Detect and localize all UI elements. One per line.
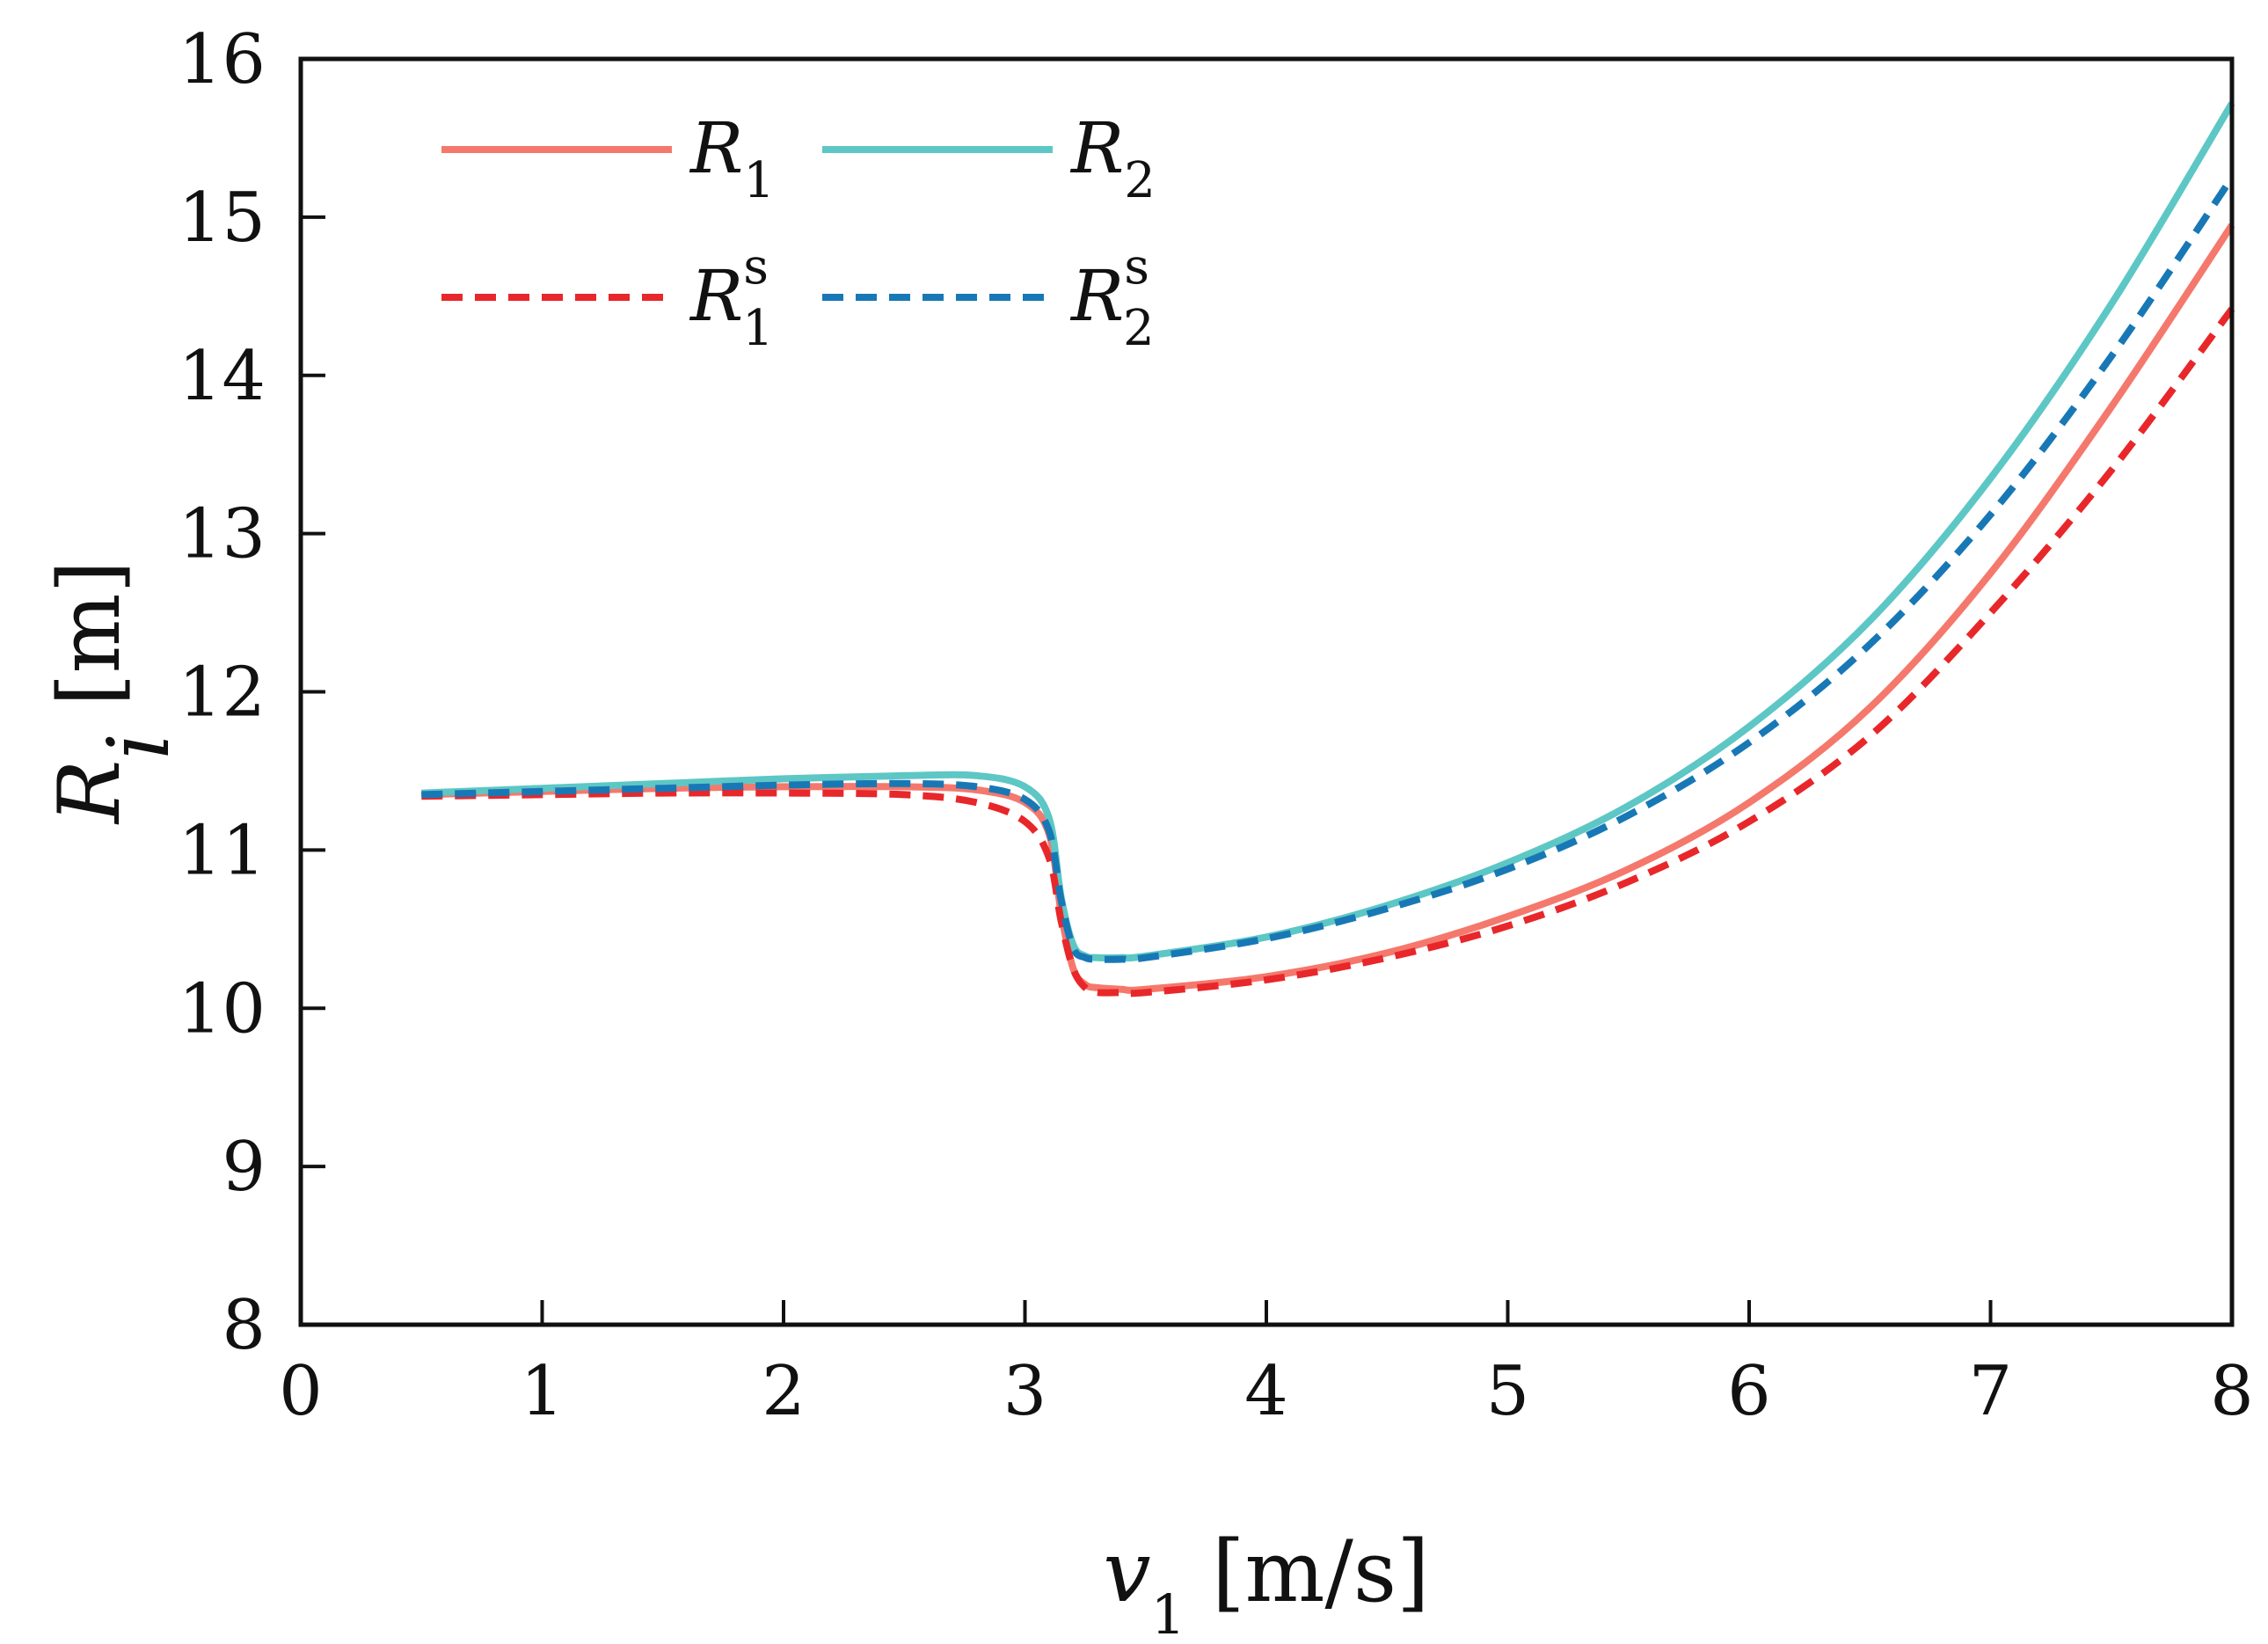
- x-tick-label: 1: [521, 1352, 565, 1431]
- series-line-r1: [421, 223, 2235, 994]
- y-axis: 8 9 10 11 12 13 14 15 16: [179, 20, 325, 1365]
- x-tick-label: 7: [1969, 1352, 2013, 1431]
- x-tick-label: 5: [1486, 1352, 1530, 1431]
- y-tick-label: 10: [179, 969, 266, 1049]
- x-tick-label: 4: [1244, 1352, 1288, 1431]
- legend-label-r2: R2: [1069, 107, 1156, 209]
- legend-label-r1: R1: [689, 107, 775, 209]
- series-layer: [421, 101, 2235, 997]
- x-tick-label: 3: [1003, 1352, 1047, 1431]
- x-tick-label: 2: [762, 1352, 806, 1431]
- y-tick-label: 14: [179, 337, 266, 416]
- x-tick-label: 6: [1727, 1352, 1771, 1431]
- y-tick-label: 12: [179, 654, 266, 733]
- legend-label-r1s: Rs 1: [689, 238, 774, 357]
- x-axis-title: v1 [m/s]: [1103, 1523, 1429, 1640]
- legend-label-r2s: Rs 2: [1069, 238, 1155, 357]
- y-tick-label: 13: [179, 495, 266, 574]
- y-tick-label: 15: [179, 179, 266, 258]
- legend: R1 R2 Rs 1 Rs 2: [441, 107, 1156, 357]
- series-line-r2s: [421, 175, 2235, 963]
- y-tick-label: 9: [222, 1128, 266, 1207]
- series-line-r1s: [421, 306, 2235, 997]
- y-tick-label: 11: [179, 811, 266, 890]
- x-tick-label: 0: [279, 1352, 323, 1431]
- x-tick-label: 8: [2210, 1352, 2254, 1431]
- series-line-r2: [421, 101, 2235, 962]
- x-axis: 0 1 2 3 4 5 6 7 8: [279, 1300, 2254, 1431]
- y-tick-label: 16: [179, 20, 266, 99]
- y-axis-title: Ri[m]: [40, 560, 188, 825]
- plot-frame: [298, 56, 2235, 1327]
- y-tick-label: 8: [222, 1286, 266, 1365]
